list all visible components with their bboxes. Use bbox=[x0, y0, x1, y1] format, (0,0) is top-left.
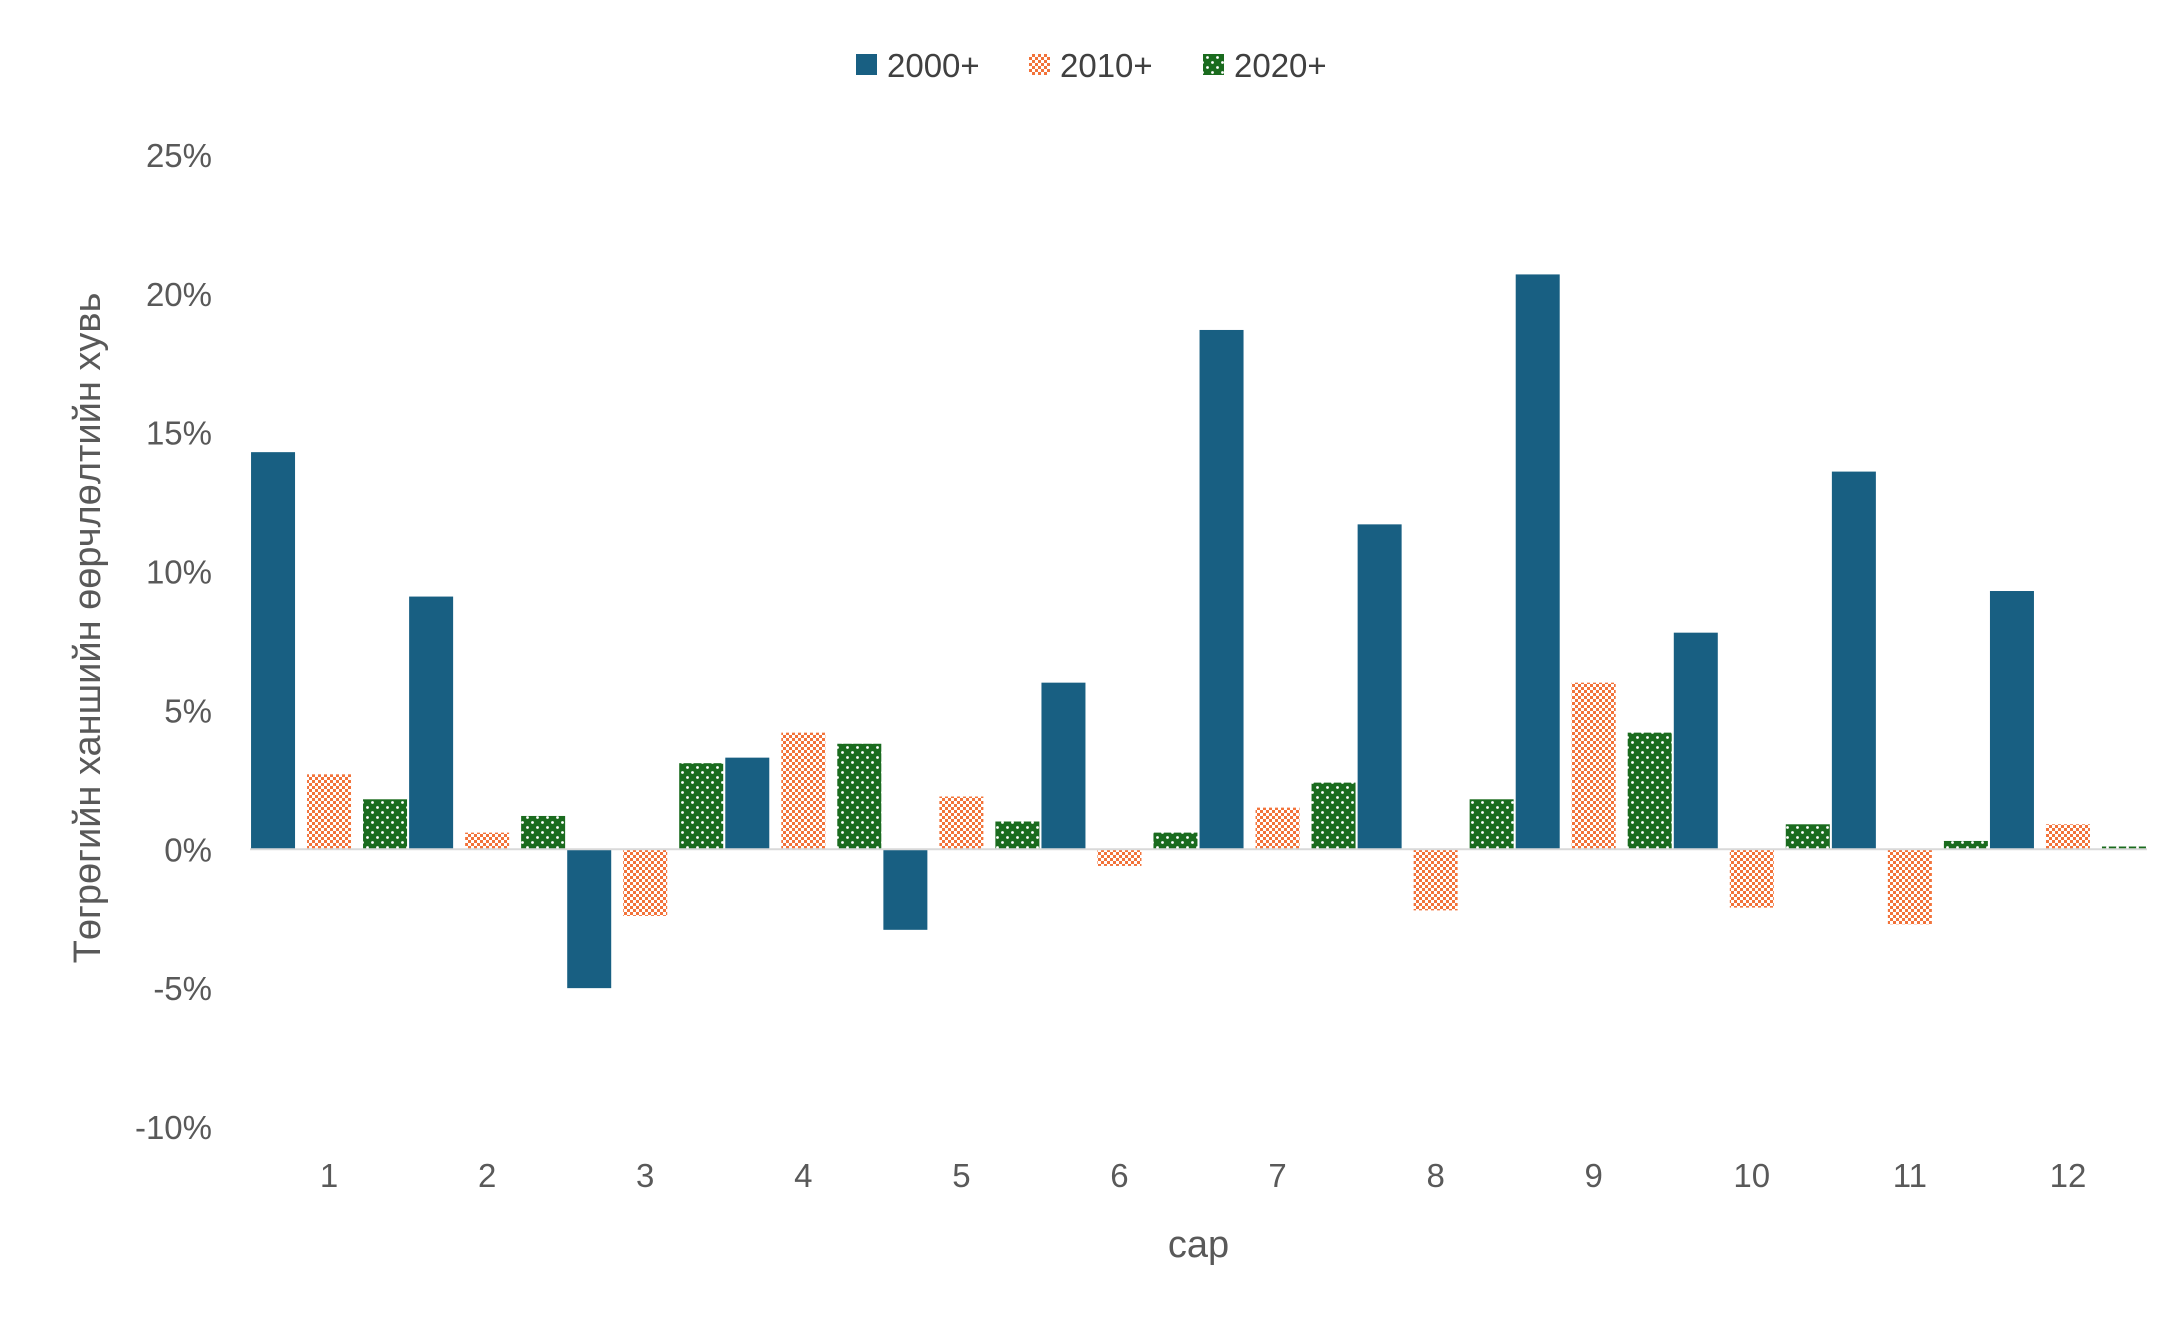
x-tick-label: 1 bbox=[320, 1157, 338, 1194]
x-tick-label: 3 bbox=[636, 1157, 654, 1194]
bar-2020-4 bbox=[837, 743, 882, 850]
bar-2000-5 bbox=[883, 849, 928, 930]
x-tick-label: 7 bbox=[1268, 1157, 1286, 1194]
x-tick-label: 8 bbox=[1426, 1157, 1444, 1194]
bar-2010-3 bbox=[623, 849, 668, 916]
bar-2000-8 bbox=[1357, 524, 1402, 850]
legend: 2000+ 2010+ 2020+ bbox=[856, 47, 1327, 84]
bar-2020-2 bbox=[521, 815, 566, 850]
y-axis-title: Төгрөгийн ханшийн өөрчлөлтийн хувь bbox=[67, 293, 109, 964]
x-tick-label: 5 bbox=[952, 1157, 970, 1194]
x-tick-label: 2 bbox=[478, 1157, 496, 1194]
bar-2010-6 bbox=[1097, 849, 1142, 866]
bar-2020-8 bbox=[1469, 799, 1514, 850]
bar-2000-10 bbox=[1673, 632, 1718, 850]
y-tick-label: -5% bbox=[153, 970, 212, 1007]
bar-2000-11 bbox=[1831, 471, 1876, 850]
y-tick-label: 5% bbox=[164, 692, 212, 729]
bar-2020-10 bbox=[1785, 824, 1830, 850]
bar-2010-12 bbox=[2045, 824, 2090, 850]
y-tick-label: 25% bbox=[146, 137, 212, 174]
legend-swatch bbox=[1029, 54, 1050, 75]
bar-2010-10 bbox=[1729, 849, 1774, 908]
bar-2020-9 bbox=[1627, 732, 1672, 850]
bar-2010-5 bbox=[939, 796, 984, 850]
bar-2000-6 bbox=[1041, 682, 1086, 850]
bar-2010-7 bbox=[1255, 807, 1300, 850]
x-axis-title: сар bbox=[1168, 1224, 1229, 1266]
y-tick-label: 0% bbox=[164, 831, 212, 868]
y-tick-label: 20% bbox=[146, 276, 212, 313]
legend-label: 2000+ bbox=[887, 47, 980, 84]
bar-2010-9 bbox=[1571, 682, 1616, 850]
x-tick-label: 6 bbox=[1110, 1157, 1128, 1194]
bar-2000-3 bbox=[567, 849, 612, 989]
bar-2020-3 bbox=[679, 763, 724, 850]
bars bbox=[251, 274, 2146, 989]
bar-2010-11 bbox=[1887, 849, 1932, 925]
x-tick-label: 9 bbox=[1585, 1157, 1603, 1194]
y-tick-label: 10% bbox=[146, 554, 212, 591]
bar-2000-4 bbox=[725, 757, 770, 850]
bar-2010-1 bbox=[307, 774, 352, 850]
legend-swatch bbox=[856, 54, 877, 75]
y-tick-label: -10% bbox=[135, 1109, 212, 1146]
bar-2020-11 bbox=[1943, 840, 1988, 850]
bar-2020-6 bbox=[1153, 832, 1198, 850]
bar-2000-2 bbox=[409, 596, 454, 850]
x-tick-label: 10 bbox=[1733, 1157, 1770, 1194]
y-tick-label: 15% bbox=[146, 415, 212, 452]
bar-2010-8 bbox=[1413, 849, 1458, 911]
bar-2020-5 bbox=[995, 821, 1040, 850]
bar-2000-7 bbox=[1199, 329, 1244, 850]
legend-label: 2020+ bbox=[1234, 47, 1327, 84]
legend-swatch bbox=[1203, 54, 1224, 75]
bar-2020-7 bbox=[1311, 782, 1356, 850]
bar-2010-2 bbox=[465, 832, 510, 850]
legend-label: 2010+ bbox=[1060, 47, 1153, 84]
bar-2020-12 bbox=[2101, 846, 2146, 850]
bar-2000-1 bbox=[251, 452, 296, 850]
y-axis-ticks: -10% -5% 0% 5% 10% 15% 20% 25% bbox=[135, 137, 212, 1146]
x-tick-label: 11 bbox=[1893, 1157, 1927, 1194]
bar-2000-12 bbox=[1989, 591, 2034, 850]
bar-2000-9 bbox=[1515, 274, 1560, 850]
x-tick-label: 4 bbox=[794, 1157, 812, 1194]
x-axis-ticks: 1 2 3 4 5 6 7 8 9 10 11 12 bbox=[320, 1157, 2086, 1194]
x-tick-label: 12 bbox=[2050, 1157, 2087, 1194]
bar-2020-1 bbox=[363, 799, 408, 850]
bar-2010-4 bbox=[781, 732, 826, 850]
